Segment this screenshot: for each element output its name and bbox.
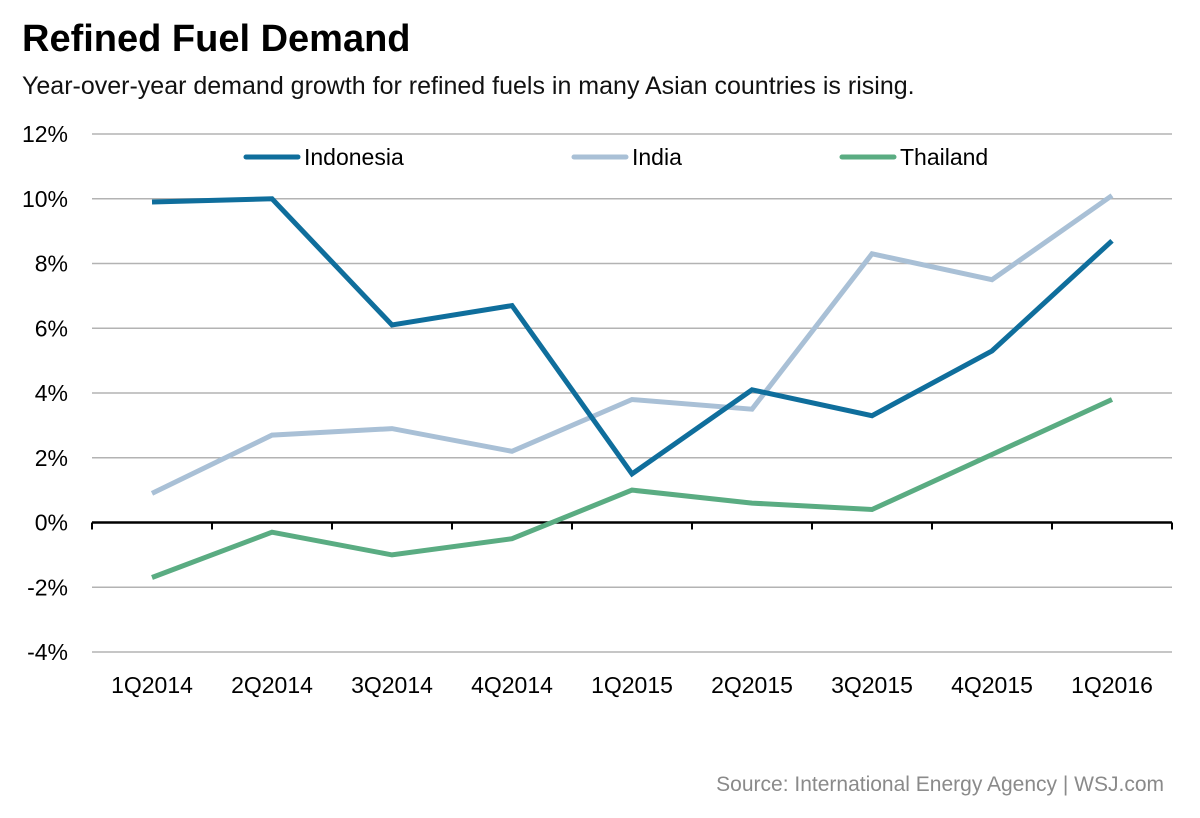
series-line-indonesia — [151, 196, 1114, 478]
legend: Indonesia India Thailand — [243, 144, 988, 170]
series-lines — [150, 193, 1114, 580]
legend-label: Thailand — [900, 144, 988, 170]
chart-subtitle: Year-over-year demand growth for refined… — [22, 72, 915, 100]
source-note: Source: International Energy Agency | WS… — [716, 773, 1164, 796]
x-tick-label: 4Q2014 — [471, 672, 553, 698]
y-tick-label: -4% — [27, 639, 68, 665]
series-line-thailand — [151, 397, 1114, 580]
y-tick-label: 10% — [22, 186, 68, 212]
x-tick-label: 2Q2015 — [711, 672, 793, 698]
chart-title: Refined Fuel Demand — [22, 18, 411, 60]
y-tick-label: 6% — [35, 315, 68, 341]
y-tick-label: 0% — [35, 510, 68, 536]
legend-item-india: India — [571, 144, 682, 170]
x-tick-label: 3Q2015 — [831, 672, 913, 698]
x-tick-label: 2Q2014 — [231, 672, 313, 698]
series-line-india — [150, 193, 1114, 496]
y-tick-label: -2% — [27, 574, 68, 600]
y-tick-label: 2% — [35, 445, 68, 471]
y-tick-label: 8% — [35, 251, 68, 277]
gridlines — [92, 133, 1172, 653]
x-tick-label: 1Q2015 — [591, 672, 673, 698]
legend-label: Indonesia — [304, 144, 404, 170]
legend-label: India — [632, 144, 682, 170]
legend-item-indonesia: Indonesia — [243, 144, 404, 170]
x-tick-label: 3Q2014 — [351, 672, 433, 698]
x-tick-label: 1Q2016 — [1071, 672, 1153, 698]
x-tick-label: 1Q2014 — [111, 672, 193, 698]
y-tick-label: 12% — [22, 121, 68, 147]
axes: -4% -2% 0% 2% 4% 6% 8% 10% 12% 1Q2014 2Q2014 3Q2014… — [22, 121, 1173, 698]
x-tick-label: 4Q2015 — [951, 672, 1033, 698]
legend-item-thailand: Thailand — [839, 144, 988, 170]
y-tick-label: 4% — [35, 380, 68, 406]
